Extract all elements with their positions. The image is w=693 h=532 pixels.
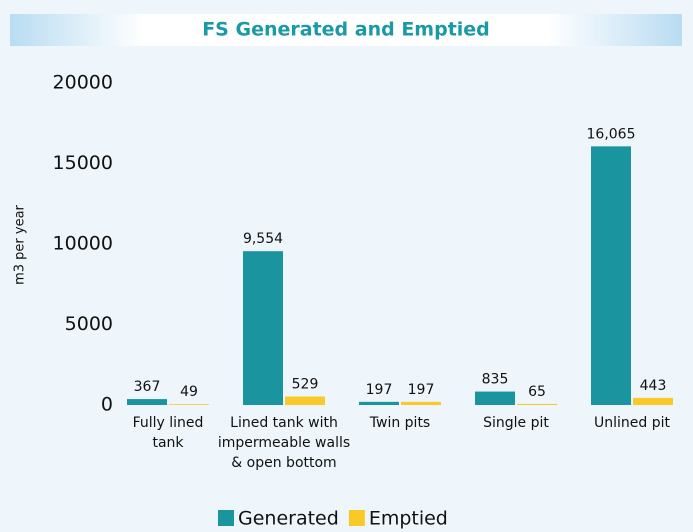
x-tick-label: Twin pits — [369, 415, 430, 431]
legend-label: Generated — [238, 508, 339, 530]
bar — [475, 391, 515, 405]
bar — [401, 401, 441, 405]
title-banner — [10, 14, 682, 46]
y-tick-label: 10000 — [53, 233, 113, 255]
value-label: 367 — [134, 379, 161, 395]
bar — [285, 396, 325, 405]
y-tick-label: 5000 — [65, 313, 113, 335]
value-label: 9,554 — [243, 231, 283, 247]
x-tick-label: & open bottom — [231, 455, 336, 471]
y-tick-label: 20000 — [53, 72, 113, 94]
y-tick-label: 0 — [101, 394, 113, 416]
x-tick-label: Fully lined — [133, 415, 204, 431]
bar — [359, 401, 399, 405]
value-label: 16,065 — [587, 126, 636, 142]
bar — [517, 403, 557, 405]
y-tick-label: 15000 — [53, 152, 113, 174]
x-tick-label: Unlined pit — [594, 415, 670, 431]
y-axis-label: m3 per year — [13, 204, 28, 284]
value-label: 529 — [292, 376, 319, 392]
value-label: 443 — [640, 378, 667, 394]
bar — [127, 399, 167, 405]
bar — [169, 404, 209, 405]
bar — [633, 397, 673, 405]
legend-swatch — [218, 510, 234, 526]
bar — [591, 146, 631, 405]
x-tick-label: Lined tank with — [230, 415, 338, 431]
legend-swatch — [348, 510, 365, 526]
value-label: 197 — [408, 382, 435, 398]
chart-title: FS Generated and Emptied — [202, 19, 490, 41]
x-tick-label: Single pit — [483, 415, 549, 431]
bar — [243, 251, 283, 405]
x-tick-label: impermeable walls — [218, 435, 350, 451]
legend-label: Emptied — [369, 508, 448, 530]
value-label: 49 — [180, 384, 198, 400]
x-tick-label: tank — [152, 435, 184, 451]
value-label: 835 — [482, 372, 509, 388]
value-label: 65 — [528, 384, 546, 400]
value-label: 197 — [366, 382, 393, 398]
